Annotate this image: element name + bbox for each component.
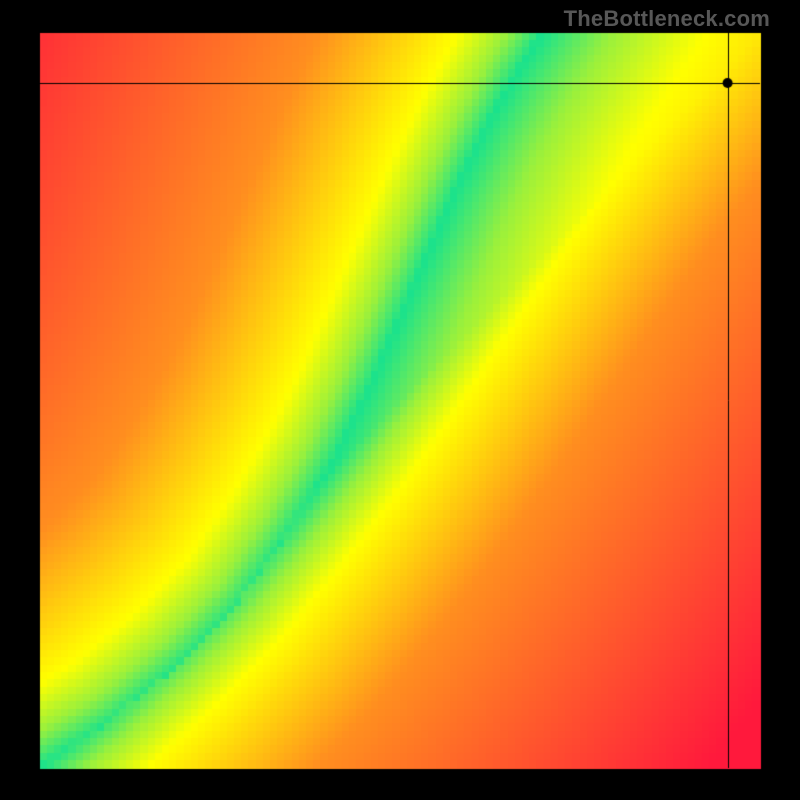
heatmap-canvas: [0, 0, 800, 800]
chart-container: TheBottleneck.com: [0, 0, 800, 800]
watermark: TheBottleneck.com: [564, 6, 770, 32]
